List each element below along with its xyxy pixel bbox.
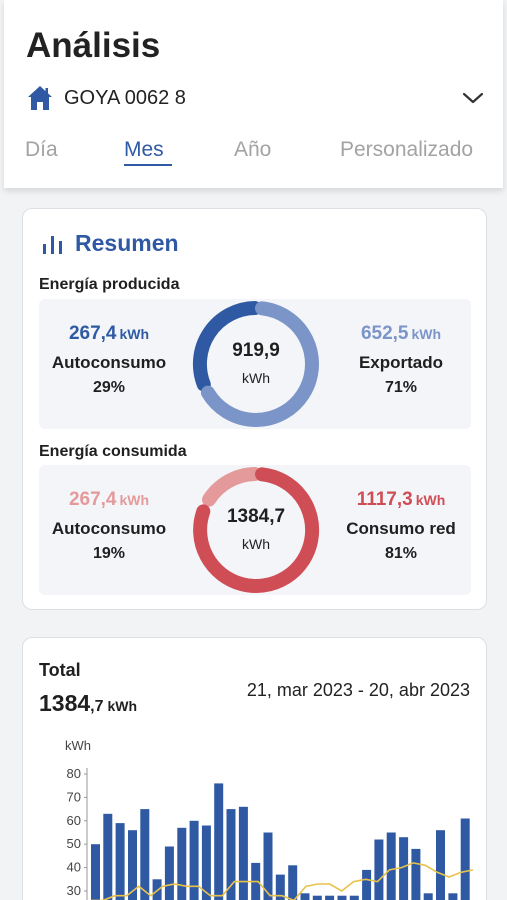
chart-bar[interactable]	[275, 874, 285, 900]
produced-exportado-label: Exportado	[358, 353, 444, 372]
produced-donut-segment-exportado	[200, 301, 319, 427]
y-tick-label: 60	[67, 813, 81, 828]
consumed-autoconsumo: 267,4 kWh Autoconsumo 19%	[39, 489, 179, 563]
app-header: Análisis GOYA 0062 8 Día Mes Año Persona…	[4, 0, 503, 188]
chart-bar[interactable]	[423, 893, 433, 900]
date-range[interactable]: 21, mar 2023 - 20, abr 2023	[246, 680, 470, 700]
site-name: GOYA 0062 8	[64, 87, 186, 109]
produced-autoconsumo-pct: 29%	[92, 379, 126, 396]
consumed-autoconsumo-label: Autoconsumo	[51, 519, 167, 538]
site-selector[interactable]: GOYA 0062 8	[26, 82, 485, 116]
chart-bar[interactable]	[399, 837, 409, 900]
produced-donut-segment-autoconsumo	[192, 301, 262, 392]
consumed-donut	[193, 467, 320, 593]
resumen-title: Resumen	[75, 230, 179, 256]
total-label: Total	[39, 660, 81, 680]
chart-bar[interactable]	[386, 832, 396, 900]
chart-bar[interactable]	[263, 832, 273, 900]
tab-dia[interactable]: Día	[25, 138, 58, 161]
chart-bar[interactable]	[238, 806, 248, 900]
produced-autoconsumo: 267,4 kWh Autoconsumo 29%	[39, 323, 179, 397]
produced-label: Energía producida	[39, 276, 180, 293]
chart-bar[interactable]	[201, 825, 211, 900]
chart-bar[interactable]	[337, 895, 347, 900]
chart-line	[91, 862, 474, 900]
chart-bar[interactable]	[226, 809, 236, 900]
chart-bar[interactable]	[115, 823, 125, 900]
tab-personalizado[interactable]: Personalizado	[340, 138, 474, 161]
chart-bar[interactable]	[128, 830, 137, 900]
produced-exportado: 652,5 kWh Exportado 71%	[331, 323, 471, 397]
produced-autoconsumo-value: 267,4 kWh	[68, 323, 150, 344]
chart-bar[interactable]	[140, 809, 150, 900]
chart-bar[interactable]	[448, 893, 458, 900]
chart-bar[interactable]	[300, 893, 310, 900]
chart-bar[interactable]	[164, 846, 174, 900]
produced-donut	[192, 301, 319, 427]
consumed-red-value: 1117,3 kWh	[356, 489, 446, 510]
consumed-donut-segment-autoconsumo	[202, 467, 262, 507]
total-card: Total 1384,7 kWh 21, mar 2023 - 20, abr 2…	[22, 637, 487, 900]
y-tick-label: 50	[67, 836, 81, 851]
produced-total-unit: kWh	[242, 370, 270, 386]
page-title: Análisis	[26, 26, 161, 65]
resumen-card: Resumen Energía producida 267,4 kWh Autoc…	[22, 208, 487, 610]
chart-bar[interactable]	[189, 820, 199, 900]
consumed-total-unit: kWh	[242, 536, 270, 552]
chart-bar[interactable]	[349, 895, 359, 900]
produced-exportado-value: 652,5 kWh	[360, 323, 442, 344]
tab-mes[interactable]: Mes	[124, 138, 164, 161]
consumption-chart: kWh 30 40 50 60 70 80	[65, 738, 474, 900]
chart-bar[interactable]	[312, 895, 322, 900]
consumed-row: 267,4 kWh Autoconsumo 19% 1384,7 kWh 1117…	[39, 465, 471, 595]
active-tab-indicator	[124, 164, 172, 166]
consumed-donut-segment-red	[193, 467, 320, 593]
tab-ano[interactable]: Año	[234, 138, 272, 161]
total-value: 1384,7 kWh	[39, 690, 138, 716]
chart-bar[interactable]	[177, 827, 187, 900]
period-tabs: Día Mes Año Personalizado	[4, 134, 503, 170]
consumed-red-pct: 81%	[384, 545, 418, 562]
produced-total-value: 919,9	[232, 340, 280, 361]
consumed-autoconsumo-pct: 19%	[92, 545, 126, 562]
consumed-red-label: Consumo red	[346, 519, 456, 538]
produced-row: 267,4 kWh Autoconsumo 29% 919,9 kWh 652,5…	[39, 299, 471, 429]
y-axis-unit: kWh	[65, 738, 91, 753]
y-tick-label: 40	[67, 860, 81, 875]
y-tick-label: 80	[67, 766, 81, 781]
produced-exportado-pct: 71%	[384, 379, 418, 396]
chart-bar[interactable]	[91, 844, 100, 900]
home-icon	[28, 86, 52, 110]
chart-bar[interactable]	[362, 869, 372, 900]
chart-bar[interactable]	[411, 848, 421, 900]
chart-bar[interactable]	[325, 895, 335, 900]
y-tick-label: 70	[67, 789, 81, 804]
consumed-red: 1117,3 kWh Consumo red 81%	[331, 489, 471, 563]
bar-chart-icon	[43, 236, 62, 254]
chart-bar[interactable]	[103, 813, 113, 900]
consumed-autoconsumo-value: 267,4 kWh	[68, 489, 150, 510]
chart-bar[interactable]	[436, 830, 445, 900]
chart-bar[interactable]	[374, 839, 384, 900]
consumed-total-value: 1384,7	[226, 506, 286, 527]
chart-bar[interactable]	[214, 783, 224, 900]
consumed-total: 1384,7 kWh	[191, 506, 321, 552]
chart-bar[interactable]	[460, 818, 470, 900]
chevron-down-icon[interactable]	[461, 86, 485, 110]
chart-bar[interactable]	[288, 865, 298, 900]
y-tick-label: 30	[67, 883, 81, 898]
consumed-label: Energía consumida	[39, 443, 187, 460]
produced-autoconsumo-label: Autoconsumo	[51, 353, 167, 372]
produced-total: 919,9 kWh	[191, 340, 321, 386]
